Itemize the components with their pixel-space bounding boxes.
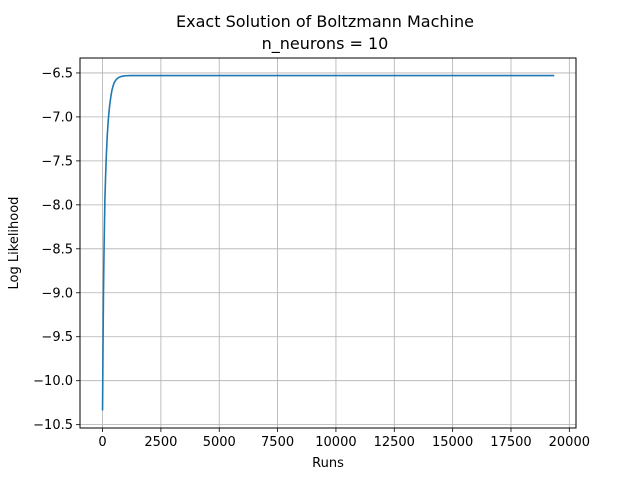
x-tick-label: 15000	[432, 435, 473, 450]
y-tick-label: −9.5	[41, 330, 73, 345]
y-tick-label: −10.0	[33, 374, 73, 389]
plot-frame	[79, 57, 577, 429]
y-axis-label: Log Likelihood	[7, 197, 22, 290]
x-tick-label: 5000	[203, 435, 236, 450]
chart-subtitle: n_neurons = 10	[262, 34, 389, 54]
chart-title: Exact Solution of Boltzmann Machine	[176, 12, 474, 31]
y-axis-ticks: −10.5 −10.0 −9.5 −9.0 −8.5 −8.0 −7.5 −7.0 −6.5	[33, 66, 80, 433]
x-tick-label: 2500	[144, 435, 177, 450]
y-tick-label: −6.5	[41, 66, 73, 81]
x-axis-ticks: 0 2500 5000 7500 10000 12500 15000 17500 20000	[98, 428, 590, 450]
x-tick-label: 7500	[261, 435, 294, 450]
y-tick-label: −10.5	[33, 418, 73, 433]
x-axis-label: Runs	[312, 456, 344, 471]
x-tick-label: 20000	[549, 435, 590, 450]
x-tick-label: 0	[98, 435, 106, 450]
y-tick-label: −7.0	[41, 110, 73, 125]
y-tick-label: −8.5	[41, 242, 73, 257]
x-tick-label: 17500	[490, 435, 531, 450]
y-tick-label: −9.0	[41, 286, 73, 301]
y-tick-label: −7.5	[41, 154, 73, 169]
grid	[80, 58, 576, 428]
series-layer	[101, 74, 555, 411]
log-likelihood-series-line	[101, 74, 555, 411]
y-tick-label: −8.0	[41, 198, 73, 213]
x-tick-label: 12500	[374, 435, 415, 450]
x-tick-label: 10000	[315, 435, 356, 450]
